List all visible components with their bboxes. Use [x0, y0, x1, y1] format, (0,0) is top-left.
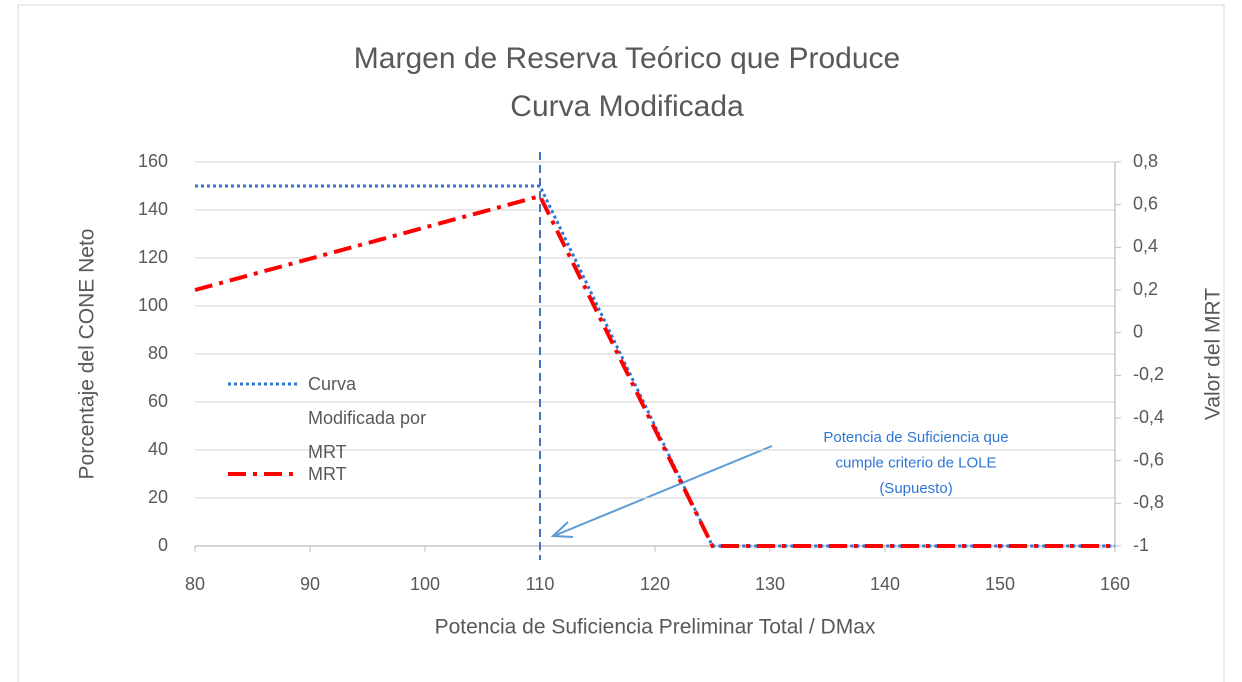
- annotation: (Supuesto): [879, 480, 952, 497]
- y-tick-label: 80: [148, 343, 168, 363]
- legend-label: Curva Modificada por MRT: [308, 374, 427, 462]
- y-tick-label: 160: [138, 151, 168, 171]
- y-tick-label: 140: [138, 199, 168, 219]
- y2-tick-label: 0: [1133, 321, 1143, 341]
- y-tick-label: 40: [148, 439, 168, 459]
- y-tick-label: 0: [158, 535, 168, 555]
- legend-label: MRT: [308, 464, 347, 484]
- y2-tick-label: -0,8: [1133, 492, 1164, 512]
- x-tick-label: 150: [985, 574, 1015, 594]
- y-tick-label: 20: [148, 487, 168, 507]
- series-line: [194, 193, 1115, 548]
- x-tick-label: 160: [1100, 574, 1130, 594]
- y-tick-label: 100: [138, 295, 168, 315]
- annotation: cumple criterio de LOLE: [836, 454, 997, 471]
- y-axis-title: Porcentaje del CONE Neto: [76, 229, 99, 480]
- y2-tick-label: -0,2: [1133, 364, 1164, 384]
- x-tick-label: 90: [300, 574, 320, 594]
- y-tick-label: 120: [138, 247, 168, 267]
- x-tick-label: 110: [526, 574, 555, 594]
- arrow-head: [550, 521, 574, 538]
- chart-title: Margen de Reserva Teórico que Produce: [354, 42, 900, 75]
- y2-tick-label: 0,8: [1133, 151, 1158, 171]
- chart-frame: [17, 4, 1225, 682]
- y-tick-label: 60: [148, 391, 168, 411]
- y2-tick-label: 0,4: [1133, 236, 1158, 256]
- y2-tick-label: 0,6: [1133, 193, 1158, 213]
- y2-tick-label: -1: [1133, 535, 1149, 555]
- y2-axis-title: Valor del MRT: [1202, 288, 1225, 420]
- x-tick-label: 100: [410, 574, 440, 594]
- x-tick-label: 120: [640, 574, 670, 594]
- y2-tick-label: -0,4: [1133, 407, 1164, 427]
- x-tick-label: 80: [185, 574, 205, 594]
- x-tick-label: 140: [870, 574, 900, 594]
- y2-tick-label: -0,6: [1133, 449, 1164, 469]
- chart-title: Curva Modificada: [510, 90, 744, 123]
- x-tick-label: 130: [755, 574, 785, 594]
- y2-tick-label: 0,2: [1133, 279, 1158, 299]
- x-axis-title: Potencia de Suficiencia Preliminar Total…: [435, 616, 876, 639]
- annotation-arrow: [555, 445, 773, 536]
- annotation: Potencia de Suficiencia que: [823, 429, 1008, 446]
